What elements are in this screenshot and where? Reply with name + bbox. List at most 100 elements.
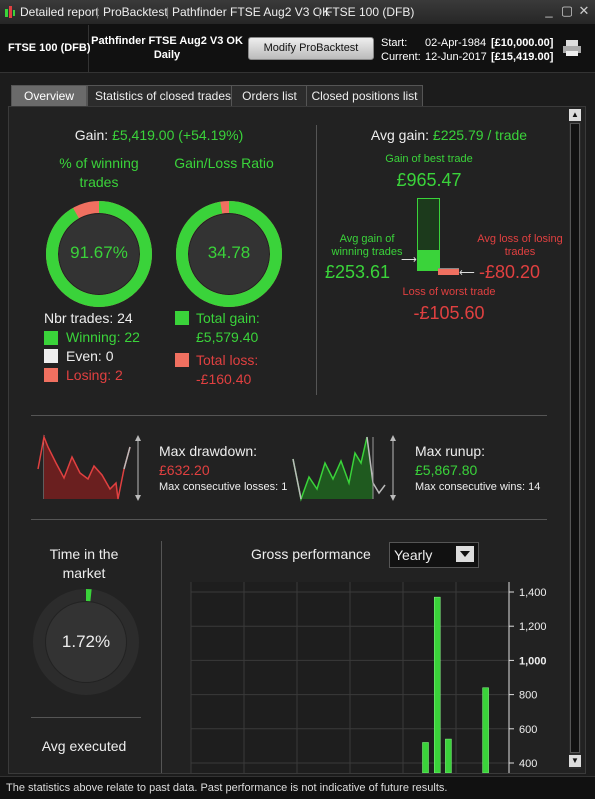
max-drawdown-label: Max drawdown: <box>159 443 258 459</box>
drawdown-chart <box>37 434 141 501</box>
divider-2 <box>31 519 547 520</box>
tab-statistics[interactable]: Statistics of closed trades <box>87 85 239 106</box>
disclaimer-text: The statistics above relate to past data… <box>6 782 448 794</box>
chart-bar <box>482 687 489 773</box>
print-icon[interactable] <box>562 39 582 57</box>
instrument-label: FTSE 100 (DFB) <box>8 42 91 54</box>
gain-header: Gain: £5,419.00 (+54.19%) <box>9 127 309 143</box>
section-divider <box>316 125 317 395</box>
max-consec-losses: Max consecutive losses: 1 <box>159 481 288 493</box>
arrow-right-icon: ⟶ <box>401 254 417 266</box>
chart-tick-label: 600 <box>519 724 537 736</box>
close-icon[interactable]: ✕ <box>578 3 590 18</box>
max-runup-value: £5,867.80 <box>415 462 478 478</box>
chart-tick-label: 1,000 <box>519 655 547 667</box>
winning-swatch <box>44 331 58 345</box>
info-bar: FTSE 100 (DFB) Pathfinder FTSE Aug2 V3 O… <box>0 25 595 73</box>
title-probacktest: ProBacktest <box>103 5 168 19</box>
current-label: Current: <box>381 51 421 63</box>
time-market-value: 1.72% <box>61 632 111 651</box>
total-gain-swatch <box>175 311 189 325</box>
avg-win-value: £253.61 <box>325 262 391 282</box>
tab-overview[interactable]: Overview <box>11 85 87 106</box>
baseline <box>438 268 459 269</box>
avg-loss-value: -£80.20 <box>479 262 541 282</box>
chevron-down-icon[interactable] <box>456 546 474 562</box>
avg-gain-label: Avg gain: <box>370 127 430 143</box>
gross-performance-chart: 1,400 1,200 1,000 800 600 400 <box>190 582 547 773</box>
scrollbar[interactable]: ▲ ▼ <box>569 109 581 769</box>
period-select-value: Yearly <box>394 547 433 563</box>
chart-tick-label: 1,200 <box>519 621 547 633</box>
chart-tick-label: 1,400 <box>519 587 547 599</box>
title-bar: Detailed report | ProBacktest | Pathfind… <box>0 0 595 25</box>
gain-loss-value: 34.78 <box>207 243 251 262</box>
total-gain-label: Total gain: <box>196 310 260 326</box>
win-pct-value: 91.67% <box>70 243 128 262</box>
title-report: Detailed report <box>20 5 99 19</box>
gain-value: £5,419.00 (+54.19%) <box>112 127 244 143</box>
status-bar: The statistics above relate to past data… <box>0 776 595 799</box>
avg-win-label: Avg gain of winning trades <box>331 233 403 258</box>
gain-label: Gain: <box>74 127 109 143</box>
total-loss-label: Total loss: <box>196 352 259 368</box>
worst-trade-value: -£105.60 <box>413 303 485 323</box>
tab-orders-list[interactable]: Orders list <box>231 85 308 106</box>
time-market-label: Time in the market <box>49 546 119 581</box>
scroll-thumb[interactable] <box>570 123 580 753</box>
start-label: Start: <box>381 37 408 49</box>
start-capital: [£10,000.00] <box>491 37 554 49</box>
chart-tick-label: 800 <box>519 690 537 702</box>
gain-loss-title: Gain/Loss Ratio <box>174 155 274 171</box>
scroll-down-icon[interactable]: ▼ <box>569 755 581 767</box>
total-gain-value: £5,579.40 <box>196 329 259 345</box>
total-loss-swatch <box>175 353 189 367</box>
current-capital: [£15,419.00] <box>491 51 554 63</box>
runup-chart <box>292 435 396 502</box>
even-count: Even: 0 <box>66 348 114 364</box>
avg-gain-value: £225.79 / trade <box>432 127 528 143</box>
total-loss-value: -£160.40 <box>196 371 252 387</box>
chart-bar <box>434 596 441 773</box>
avg-loss-label: Avg loss of losing trades <box>477 233 563 258</box>
avg-loss-bar <box>438 269 459 275</box>
avg-gain-header: Avg gain: £225.79 / trade <box>329 127 569 143</box>
even-swatch <box>44 349 58 363</box>
period-select[interactable]: Yearly <box>389 542 479 568</box>
chart-bar <box>445 738 452 773</box>
win-pct-donut <box>46 201 152 307</box>
max-runup-label: Max runup: <box>415 443 486 459</box>
overview-panel: Gain: £5,419.00 (+54.19%) % of winning t… <box>8 106 586 774</box>
chart-tick-label: 400 <box>519 758 537 770</box>
start-date: 02-Apr-1984 <box>425 37 487 49</box>
best-trade-value: £965.47 <box>396 170 462 190</box>
minimize-icon[interactable]: _ <box>545 3 553 18</box>
gain-loss-donut <box>176 201 282 307</box>
maximize-icon[interactable]: ▢ <box>560 3 574 18</box>
system-name: Pathfinder FTSE Aug2 V3 OK <box>91 35 243 47</box>
divider-4 <box>161 541 162 773</box>
divider-3 <box>31 717 141 718</box>
scroll-up-icon[interactable]: ▲ <box>569 109 581 121</box>
chart-icon <box>4 5 16 19</box>
avg-executed-label: Avg executed <box>41 738 127 754</box>
losing-swatch <box>44 368 58 382</box>
gross-perf-label: Gross performance <box>251 546 371 562</box>
max-drawdown-value: £632.20 <box>159 462 210 478</box>
worst-trade-label: Loss of worst trade <box>402 286 496 298</box>
chart-bar <box>422 742 429 773</box>
avg-win-bar <box>418 250 439 270</box>
title-system: Pathfinder FTSE Aug2 V3 OK <box>172 5 331 19</box>
divider-1 <box>31 415 547 416</box>
title-instrument: FTSE 100 (DFB) <box>325 5 415 19</box>
max-consec-wins: Max consecutive wins: 14 <box>415 481 541 493</box>
best-trade-label: Gain of best trade <box>385 153 473 165</box>
current-date: 12-Jun-2017 <box>425 51 487 63</box>
timeframe: Daily <box>153 49 181 61</box>
winning-count: Winning: 22 <box>66 329 140 345</box>
nbr-trades: Nbr trades: 24 <box>44 310 133 326</box>
tab-closed-positions[interactable]: Closed positions list <box>306 85 423 106</box>
modify-probacktest-button[interactable]: Modify ProBacktest <box>248 37 374 60</box>
arrow-left-icon: ⟵ <box>459 267 475 279</box>
time-market-donut <box>33 589 139 695</box>
